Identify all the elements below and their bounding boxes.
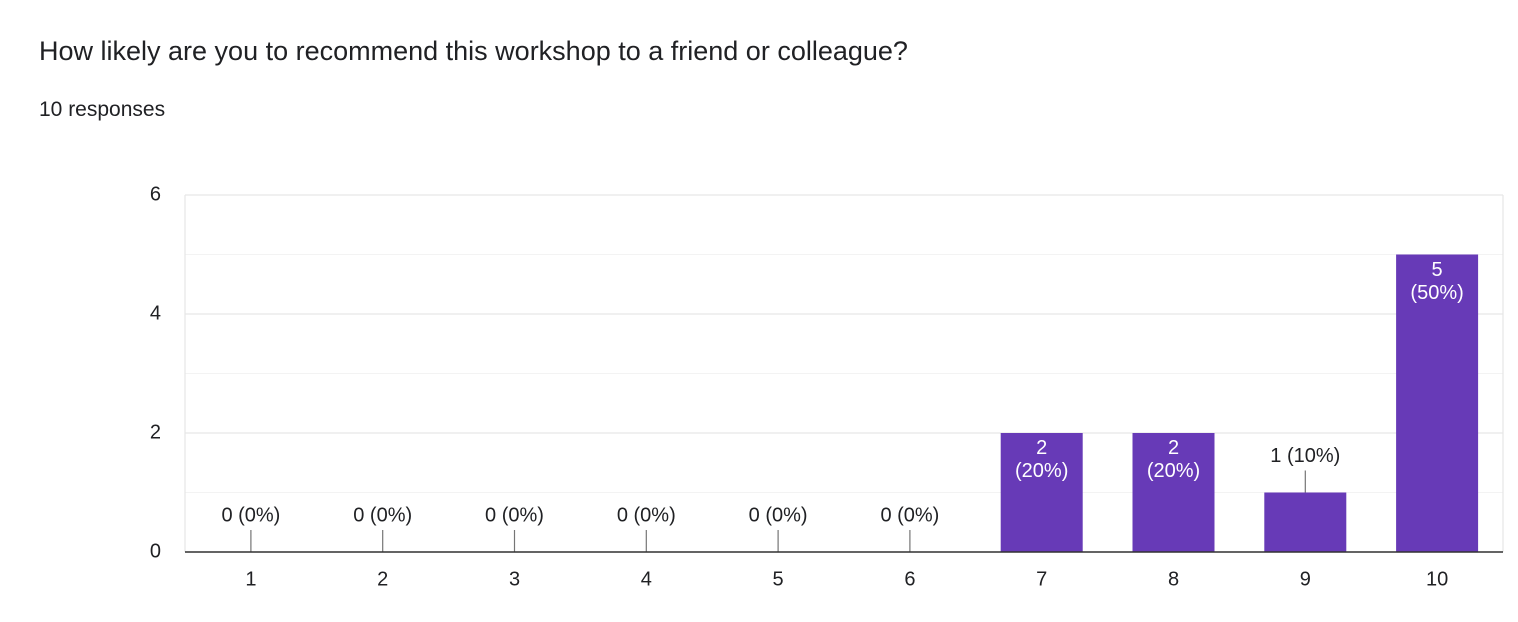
value-label-box: 2 (20%) [1146, 437, 1201, 482]
x-tick-label: 8 [1168, 568, 1179, 590]
x-tick-label: 3 [509, 568, 520, 590]
value-label: 0 (0%) [353, 504, 412, 526]
x-tick-label: 1 [245, 568, 256, 590]
value-label: 2 (20%) [1146, 437, 1201, 482]
value-label: 0 (0%) [617, 504, 676, 526]
x-tick-label: 7 [1036, 568, 1047, 590]
y-tick-label: 2 [150, 421, 161, 443]
response-count: 10 responses [39, 98, 166, 121]
value-label: 5 (50%) [1410, 258, 1464, 304]
value-label-box: 5 (50%) [1410, 258, 1464, 304]
chart-title: How likely are you to recommend this wor… [39, 36, 908, 66]
bar [1396, 254, 1479, 552]
value-label: 0 (0%) [221, 504, 280, 526]
value-label: 1 (10%) [1270, 445, 1340, 467]
y-tick-label: 0 [150, 540, 161, 562]
bar [1132, 433, 1215, 552]
bar [1264, 492, 1347, 552]
y-tick-label: 4 [150, 302, 161, 324]
x-tick-label: 10 [1426, 568, 1448, 590]
x-tick-label: 6 [904, 568, 915, 590]
x-tick-label: 4 [641, 568, 652, 590]
bar [1000, 433, 1083, 552]
value-label: 2 (20%) [1015, 437, 1069, 482]
value-label-box: 2 (20%) [1015, 437, 1069, 482]
x-tick-label: 9 [1300, 568, 1311, 590]
x-tick-label: 2 [377, 568, 388, 590]
value-label: 0 (0%) [880, 504, 939, 526]
x-tick-label: 5 [773, 568, 784, 590]
value-label: 0 (0%) [485, 504, 544, 526]
y-tick-label: 6 [150, 183, 161, 205]
value-label: 0 (0%) [749, 504, 808, 526]
